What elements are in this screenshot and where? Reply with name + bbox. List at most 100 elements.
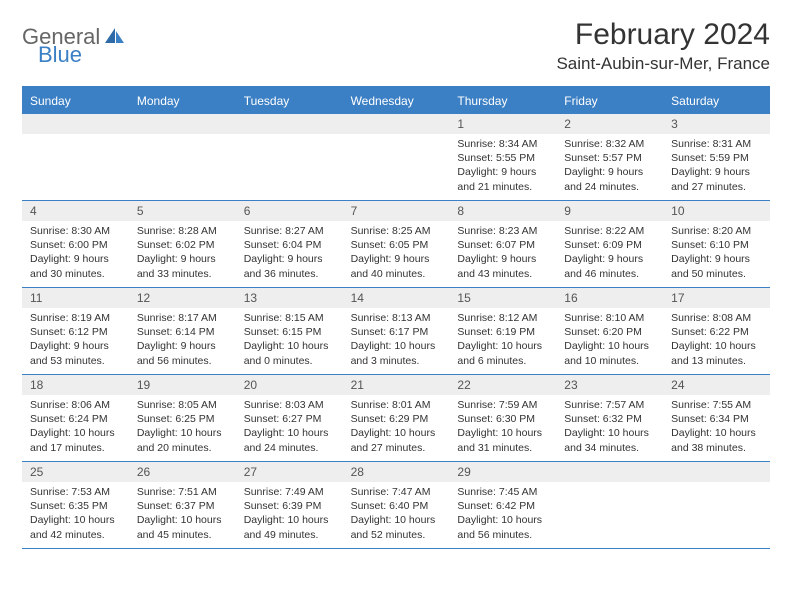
day-number: 18 xyxy=(22,375,129,395)
cell-line-ss: Sunset: 6:07 PM xyxy=(457,238,548,252)
cell-line-d1: Daylight: 9 hours xyxy=(671,165,762,179)
day-number xyxy=(129,114,236,134)
cell-line-d1: Daylight: 10 hours xyxy=(244,513,335,527)
calendar-cell: 14Sunrise: 8:13 AMSunset: 6:17 PMDayligh… xyxy=(343,288,450,374)
calendar-cell: 29Sunrise: 7:45 AMSunset: 6:42 PMDayligh… xyxy=(449,462,556,548)
cell-line-d1: Daylight: 10 hours xyxy=(137,513,228,527)
day-number: 14 xyxy=(343,288,450,308)
cell-line-d2: and 40 minutes. xyxy=(351,267,442,281)
cell-body: Sunrise: 8:13 AMSunset: 6:17 PMDaylight:… xyxy=(343,308,450,374)
cell-line-d1: Daylight: 10 hours xyxy=(351,513,442,527)
cell-line-sr: Sunrise: 8:32 AM xyxy=(564,137,655,151)
calendar-cell: 21Sunrise: 8:01 AMSunset: 6:29 PMDayligh… xyxy=(343,375,450,461)
cell-line-sr: Sunrise: 7:47 AM xyxy=(351,485,442,499)
day-number: 5 xyxy=(129,201,236,221)
cell-line-ss: Sunset: 6:17 PM xyxy=(351,325,442,339)
day-number xyxy=(343,114,450,134)
cell-line-d2: and 27 minutes. xyxy=(671,180,762,194)
cell-line-ss: Sunset: 6:14 PM xyxy=(137,325,228,339)
cell-line-sr: Sunrise: 8:10 AM xyxy=(564,311,655,325)
calendar-cell xyxy=(236,114,343,200)
day-number: 26 xyxy=(129,462,236,482)
cell-line-ss: Sunset: 5:59 PM xyxy=(671,151,762,165)
cell-line-d1: Daylight: 10 hours xyxy=(30,513,121,527)
cell-line-sr: Sunrise: 7:49 AM xyxy=(244,485,335,499)
cell-body: Sunrise: 8:22 AMSunset: 6:09 PMDaylight:… xyxy=(556,221,663,287)
day-number: 19 xyxy=(129,375,236,395)
calendar-cell: 12Sunrise: 8:17 AMSunset: 6:14 PMDayligh… xyxy=(129,288,236,374)
cell-line-ss: Sunset: 6:10 PM xyxy=(671,238,762,252)
header: General February 2024 Saint-Aubin-sur-Me… xyxy=(22,18,770,74)
day-number: 16 xyxy=(556,288,663,308)
cell-body xyxy=(663,482,770,542)
cell-line-d2: and 24 minutes. xyxy=(244,441,335,455)
day-number: 20 xyxy=(236,375,343,395)
cell-line-ss: Sunset: 6:19 PM xyxy=(457,325,548,339)
day-header-sat: Saturday xyxy=(663,88,770,114)
day-number: 15 xyxy=(449,288,556,308)
cell-line-d1: Daylight: 9 hours xyxy=(564,252,655,266)
cell-line-sr: Sunrise: 8:03 AM xyxy=(244,398,335,412)
cell-line-sr: Sunrise: 8:05 AM xyxy=(137,398,228,412)
calendar-cell: 18Sunrise: 8:06 AMSunset: 6:24 PMDayligh… xyxy=(22,375,129,461)
cell-line-ss: Sunset: 6:05 PM xyxy=(351,238,442,252)
calendar: Sunday Monday Tuesday Wednesday Thursday… xyxy=(22,86,770,549)
cell-line-ss: Sunset: 6:15 PM xyxy=(244,325,335,339)
cell-line-ss: Sunset: 6:40 PM xyxy=(351,499,442,513)
cell-line-d2: and 50 minutes. xyxy=(671,267,762,281)
day-header-thu: Thursday xyxy=(449,88,556,114)
cell-body: Sunrise: 8:27 AMSunset: 6:04 PMDaylight:… xyxy=(236,221,343,287)
cell-line-d1: Daylight: 9 hours xyxy=(351,252,442,266)
day-number: 6 xyxy=(236,201,343,221)
day-number: 9 xyxy=(556,201,663,221)
cell-line-d1: Daylight: 9 hours xyxy=(30,252,121,266)
cell-line-d2: and 10 minutes. xyxy=(564,354,655,368)
day-number: 1 xyxy=(449,114,556,134)
cell-line-ss: Sunset: 6:27 PM xyxy=(244,412,335,426)
cell-line-d2: and 20 minutes. xyxy=(137,441,228,455)
calendar-cell: 8Sunrise: 8:23 AMSunset: 6:07 PMDaylight… xyxy=(449,201,556,287)
calendar-cell: 9Sunrise: 8:22 AMSunset: 6:09 PMDaylight… xyxy=(556,201,663,287)
cell-line-d2: and 6 minutes. xyxy=(457,354,548,368)
cell-body: Sunrise: 7:59 AMSunset: 6:30 PMDaylight:… xyxy=(449,395,556,461)
cell-line-d2: and 0 minutes. xyxy=(244,354,335,368)
cell-body: Sunrise: 7:47 AMSunset: 6:40 PMDaylight:… xyxy=(343,482,450,548)
logo-sail-icon xyxy=(104,27,126,48)
cell-line-sr: Sunrise: 7:51 AM xyxy=(137,485,228,499)
cell-body: Sunrise: 7:53 AMSunset: 6:35 PMDaylight:… xyxy=(22,482,129,548)
cell-line-ss: Sunset: 5:57 PM xyxy=(564,151,655,165)
cell-line-sr: Sunrise: 8:12 AM xyxy=(457,311,548,325)
cell-body: Sunrise: 8:28 AMSunset: 6:02 PMDaylight:… xyxy=(129,221,236,287)
cell-line-d1: Daylight: 10 hours xyxy=(457,339,548,353)
cell-body: Sunrise: 8:34 AMSunset: 5:55 PMDaylight:… xyxy=(449,134,556,200)
day-header-sun: Sunday xyxy=(22,88,129,114)
cell-body: Sunrise: 8:12 AMSunset: 6:19 PMDaylight:… xyxy=(449,308,556,374)
calendar-cell xyxy=(129,114,236,200)
cell-body: Sunrise: 8:05 AMSunset: 6:25 PMDaylight:… xyxy=(129,395,236,461)
cell-line-ss: Sunset: 6:00 PM xyxy=(30,238,121,252)
cell-line-d1: Daylight: 9 hours xyxy=(457,252,548,266)
cell-line-sr: Sunrise: 8:30 AM xyxy=(30,224,121,238)
calendar-cell xyxy=(343,114,450,200)
cell-line-sr: Sunrise: 8:34 AM xyxy=(457,137,548,151)
calendar-cell: 5Sunrise: 8:28 AMSunset: 6:02 PMDaylight… xyxy=(129,201,236,287)
day-number: 24 xyxy=(663,375,770,395)
day-header-fri: Friday xyxy=(556,88,663,114)
day-number: 13 xyxy=(236,288,343,308)
cell-line-sr: Sunrise: 8:28 AM xyxy=(137,224,228,238)
day-number xyxy=(236,114,343,134)
cell-body: Sunrise: 8:01 AMSunset: 6:29 PMDaylight:… xyxy=(343,395,450,461)
cell-line-d1: Daylight: 10 hours xyxy=(564,426,655,440)
cell-line-d1: Daylight: 10 hours xyxy=(457,426,548,440)
cell-line-d2: and 33 minutes. xyxy=(137,267,228,281)
cell-line-sr: Sunrise: 7:57 AM xyxy=(564,398,655,412)
cell-line-d2: and 36 minutes. xyxy=(244,267,335,281)
calendar-cell: 17Sunrise: 8:08 AMSunset: 6:22 PMDayligh… xyxy=(663,288,770,374)
cell-line-d2: and 17 minutes. xyxy=(30,441,121,455)
cell-line-ss: Sunset: 6:02 PM xyxy=(137,238,228,252)
cell-line-sr: Sunrise: 8:20 AM xyxy=(671,224,762,238)
cell-body: Sunrise: 7:45 AMSunset: 6:42 PMDaylight:… xyxy=(449,482,556,548)
cell-line-ss: Sunset: 6:35 PM xyxy=(30,499,121,513)
cell-line-sr: Sunrise: 8:19 AM xyxy=(30,311,121,325)
cell-line-d1: Daylight: 10 hours xyxy=(244,426,335,440)
